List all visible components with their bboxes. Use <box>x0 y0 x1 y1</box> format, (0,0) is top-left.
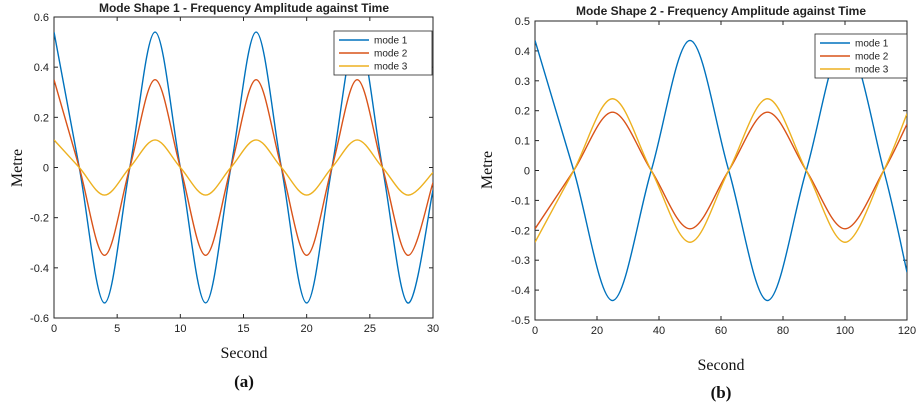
x-tick-label: 80 <box>777 325 789 337</box>
y-tick-label: 0.2 <box>34 112 49 124</box>
legend: mode 1 mode 2 mode 3 <box>814 33 908 79</box>
x-tick-label: 15 <box>237 323 249 335</box>
y-tick-label: -0.1 <box>511 195 530 207</box>
y-tick-label: 0.1 <box>515 136 530 148</box>
y-tick-label: -0.2 <box>511 225 530 237</box>
x-axis-label: Second <box>220 345 267 362</box>
legend-box <box>333 30 433 76</box>
x-tick-label: 25 <box>364 323 376 335</box>
legend: mode 1 mode 2 mode 3 <box>333 30 433 76</box>
x-tick-label: 0 <box>51 323 57 335</box>
legend-label: mode 1 <box>374 36 408 47</box>
x-tick-label: 5 <box>114 323 120 335</box>
series-line-mode-3 <box>54 139 433 196</box>
y-tick-label: 0.5 <box>515 16 530 28</box>
y-tick-label: -0.3 <box>511 255 530 267</box>
x-tick-label: 60 <box>715 325 727 337</box>
chart-title: Mode Shape 2 - Frequency Amplitude again… <box>576 4 866 18</box>
y-tick-label: 0 <box>524 166 530 178</box>
y-tick-label: -0.6 <box>30 313 49 325</box>
x-tick-label: 30 <box>427 323 439 335</box>
x-tick-label: 0 <box>532 325 538 337</box>
y-axis-label: Metre <box>479 151 496 189</box>
legend-label: mode 2 <box>855 52 889 63</box>
x-tick-label: 100 <box>836 325 854 337</box>
y-tick-label: -0.2 <box>30 213 49 225</box>
legend-label: mode 3 <box>855 65 889 76</box>
y-tick-label: -0.5 <box>511 315 530 327</box>
panel-label: (a) <box>234 372 254 391</box>
y-tick-label: 0.6 <box>34 12 49 24</box>
y-tick-label: 0.4 <box>515 46 530 58</box>
legend-label: mode 1 <box>855 39 889 50</box>
x-tick-label: 40 <box>653 325 665 337</box>
legend-label: mode 3 <box>374 62 408 73</box>
x-tick-label: 20 <box>301 323 313 335</box>
chart-panel-2: Mode Shape 2 - Frequency Amplitude again… <box>479 4 916 402</box>
y-tick-label: 0.4 <box>34 62 49 74</box>
y-tick-label: 0 <box>43 163 49 175</box>
y-axis-label: Metre <box>9 149 26 187</box>
y-tick-label: -0.4 <box>511 285 530 297</box>
x-tick-label: 120 <box>898 325 916 337</box>
x-tick-label: 10 <box>174 323 186 335</box>
series-line-mode-3 <box>535 98 907 243</box>
x-tick-label: 20 <box>591 325 603 337</box>
chart-title: Mode Shape 1 - Frequency Amplitude again… <box>99 1 389 15</box>
y-tick-label: -0.4 <box>30 263 49 275</box>
panel-label: (b) <box>711 383 732 402</box>
y-tick-label: 0.3 <box>515 76 530 88</box>
chart-panel-1: Mode Shape 1 - Frequency Amplitude again… <box>9 1 439 391</box>
y-tick-label: 0.2 <box>515 106 530 118</box>
legend-label: mode 2 <box>374 49 408 60</box>
series-line-mode-2 <box>54 79 433 256</box>
x-axis-label: Second <box>697 357 744 374</box>
